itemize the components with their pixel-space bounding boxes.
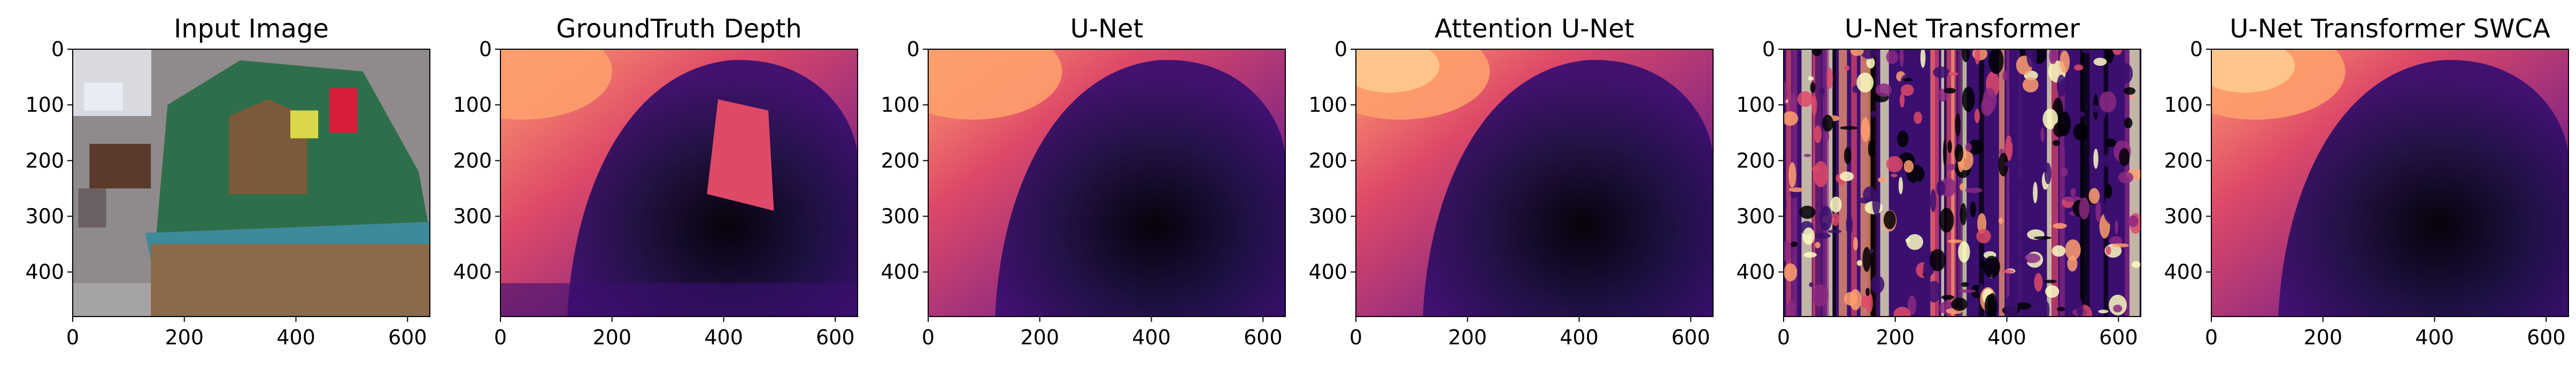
x-tick-label: 0 — [494, 326, 507, 349]
panel-gt: GroundTruth Depth 0 200 400 600 0 100 200 300 400 — [453, 14, 858, 349]
y-tick-label: 200 — [25, 149, 64, 172]
x-tick-label: 400 — [2415, 326, 2454, 349]
y-tick-label: 300 — [2164, 205, 2203, 228]
y-tick-label: 400 — [881, 260, 920, 284]
x-tick-label: 600 — [816, 326, 855, 349]
panel-image — [2211, 49, 2569, 317]
axes-frame — [500, 49, 858, 317]
y-tick-label: 0 — [1762, 37, 1775, 61]
panel-rgb: Input Image 0 200 400 600 0 100 200 300 400 — [25, 14, 430, 349]
panel-title: U-Net — [1070, 14, 1144, 44]
panel-noisy: U-Net Transformer 0 200 400 600 0 100 200 300 400 — [1736, 14, 2141, 349]
y-tick-label: 0 — [907, 37, 920, 61]
x-tick-label: 600 — [1671, 326, 1710, 349]
y-tick-label: 100 — [25, 93, 64, 117]
x-tick-label: 600 — [2527, 326, 2566, 349]
y-tick-label: 400 — [25, 260, 64, 284]
y-tick-label: 200 — [1736, 149, 1775, 172]
y-tick-label: 200 — [881, 149, 920, 172]
axes-frame — [2211, 49, 2569, 317]
x-tick-label: 600 — [1244, 326, 1283, 349]
y-tick-label: 300 — [453, 205, 492, 228]
y-tick-label: 400 — [1736, 260, 1775, 284]
x-tick-label: 600 — [388, 326, 427, 349]
panel-title: GroundTruth Depth — [556, 14, 802, 44]
y-tick-label: 300 — [1308, 205, 1347, 228]
x-tick-label: 400 — [1987, 326, 2026, 349]
x-tick-label: 0 — [2205, 326, 2218, 349]
x-tick-label: 200 — [165, 326, 204, 349]
y-tick-label: 300 — [1736, 205, 1775, 228]
y-tick-label: 400 — [453, 260, 492, 284]
y-tick-label: 200 — [2164, 149, 2203, 172]
x-tick-label: 200 — [1876, 326, 1915, 349]
panel-image — [928, 49, 1285, 317]
y-tick-label: 200 — [453, 149, 492, 172]
y-tick-label: 0 — [51, 37, 64, 61]
axes-frame — [1783, 49, 2141, 317]
y-tick-label: 100 — [1736, 93, 1775, 117]
axes-frame — [928, 49, 1286, 317]
y-tick-label: 100 — [881, 93, 920, 117]
y-tick-label: 0 — [479, 37, 492, 61]
x-tick-label: 200 — [1448, 326, 1487, 349]
y-tick-label: 0 — [2190, 37, 2203, 61]
x-tick-label: 200 — [1020, 326, 1059, 349]
panel-attn: Attention U-Net 0 200 400 600 0 100 200 300 400 — [1308, 14, 1714, 349]
x-tick-label: 0 — [66, 326, 79, 349]
panel-image — [73, 49, 430, 317]
axes-frame — [72, 49, 430, 317]
y-tick-label: 400 — [1308, 260, 1347, 284]
panel-unet: U-Net 0 200 400 600 0 100 200 300 400 — [881, 14, 1286, 349]
x-tick-label: 600 — [2099, 326, 2138, 349]
x-tick-label: 400 — [704, 326, 743, 349]
x-tick-label: 200 — [2303, 326, 2342, 349]
y-tick-label: 400 — [2164, 260, 2203, 284]
panel-title: U-Net Transformer — [1845, 14, 2080, 44]
axes-frame — [1355, 49, 1714, 317]
panel-swca: U-Net Transformer SWCA 0 200 400 600 0 100 200 3… — [2164, 14, 2569, 349]
panel-title: Attention U-Net — [1434, 14, 1634, 44]
x-tick-label: 0 — [922, 326, 935, 349]
y-tick-label: 100 — [453, 93, 492, 117]
y-tick-label: 300 — [25, 205, 64, 228]
panel-image — [500, 49, 858, 317]
x-tick-label: 0 — [1349, 326, 1362, 349]
y-tick-label: 0 — [1335, 37, 1347, 61]
x-tick-label: 0 — [1777, 326, 1790, 349]
x-tick-label: 400 — [1560, 326, 1599, 349]
y-tick-label: 100 — [2164, 93, 2203, 117]
x-tick-label: 400 — [276, 326, 315, 349]
y-tick-label: 200 — [1308, 149, 1347, 172]
panel-title: U-Net Transformer SWCA — [2230, 14, 2550, 44]
panel-image — [1784, 49, 2141, 317]
x-tick-label: 400 — [1132, 326, 1171, 349]
panel-title: Input Image — [174, 14, 329, 44]
y-tick-label: 100 — [1308, 93, 1347, 117]
panel-image — [1356, 49, 1713, 317]
x-tick-label: 200 — [592, 326, 631, 349]
y-tick-label: 300 — [881, 205, 920, 228]
